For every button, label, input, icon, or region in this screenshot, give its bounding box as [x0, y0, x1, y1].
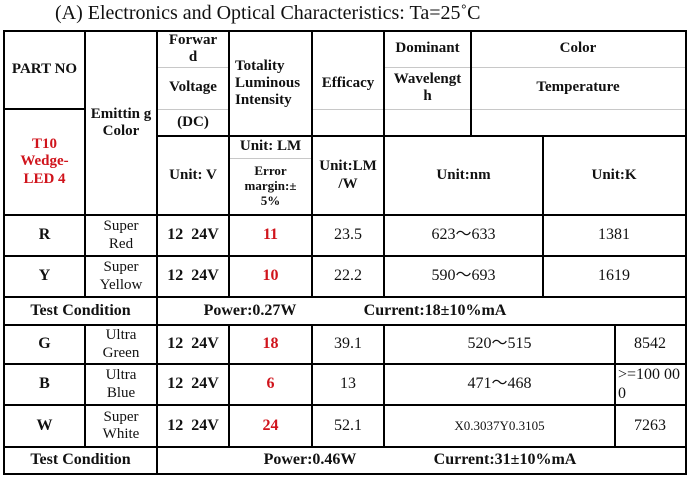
grid-line: [157, 135, 687, 137]
row-voltage: 12 24V: [167, 375, 219, 393]
dominant-header-2: Wavelengt h: [393, 70, 462, 104]
grid-line: [3, 108, 85, 110]
unit-k: Unit:K: [591, 166, 637, 183]
row-voltage: 12 24V: [167, 267, 219, 285]
row-code: B: [39, 375, 50, 393]
grid-line: [3, 255, 687, 257]
dominant-header-1: Dominant: [395, 40, 460, 57]
grid-line: [228, 325, 230, 447]
row-temperature: 1619: [598, 267, 630, 285]
test-condition-power: Power:0.27W: [203, 301, 297, 319]
luminous-header: Totality Luminous Intensity: [235, 57, 301, 109]
emitting-color-header: Emittin g Color: [90, 105, 152, 139]
grid-line: [229, 158, 312, 159]
row-wavelength: 590～693: [431, 267, 496, 285]
grid-line: [542, 136, 544, 297]
row-code: G: [38, 335, 51, 353]
unit-nm: Unit:nm: [436, 166, 491, 183]
row-voltage: 12 24V: [167, 335, 219, 353]
row-temperature: >=100 000: [618, 366, 681, 402]
forward-voltage-header-1: Forwar d: [168, 31, 218, 65]
row-efficacy: 13: [340, 375, 356, 393]
grid-line: [3, 324, 687, 326]
forward-voltage-header-2: Voltage: [169, 79, 217, 96]
row-wavelength: 623～633: [431, 226, 496, 244]
grid-line: [228, 30, 230, 297]
row-color: Super Yellow: [99, 259, 143, 293]
row-voltage: 12 24V: [167, 226, 219, 244]
grid-line: [84, 30, 86, 297]
test-condition-current: Current:31±10%mA: [433, 451, 577, 469]
grid-line: [311, 325, 313, 447]
grid-line: [157, 109, 229, 110]
grid-line: [3, 363, 687, 365]
grid-line: [84, 325, 86, 447]
row-wavelength: 471～468: [467, 375, 532, 393]
unit-lm: Unit: LM: [239, 138, 302, 155]
row-lumens: 11: [262, 226, 279, 244]
grid-line: [156, 30, 158, 475]
test-condition-power: Power:0.46W: [263, 451, 357, 469]
test-condition-label: Test Condition: [30, 451, 131, 469]
row-wavelength: 520～515: [467, 335, 532, 353]
grid-line: [470, 30, 472, 136]
grid-line: [3, 446, 687, 448]
forward-voltage-header-3: (DC): [177, 113, 209, 130]
row-color: Super Red: [103, 218, 139, 252]
row-color: Ultra Blue: [105, 367, 137, 401]
table-title: (A) Electronics and Optical Characterist…: [55, 2, 481, 24]
grid-line: [685, 30, 687, 475]
row-color: Ultra Green: [102, 327, 140, 361]
grid-line: [3, 214, 687, 216]
error-margin: Error margin:± 5%: [244, 163, 297, 208]
row-temperature: 7263: [634, 416, 666, 434]
color-header-2: Temperature: [536, 79, 620, 96]
model-name: T10 Wedge-LED 4: [20, 136, 69, 187]
grid-line: [383, 325, 385, 447]
row-efficacy: 22.2: [334, 267, 362, 285]
grid-line: [3, 30, 687, 32]
row-temperature: 1381: [598, 226, 630, 244]
grid-line: [3, 473, 687, 475]
grid-line: [383, 30, 385, 297]
row-code: R: [38, 226, 51, 244]
grid-line: [614, 325, 616, 447]
unit-v: Unit: V: [169, 166, 217, 183]
row-code: Y: [38, 267, 51, 285]
row-color: Super White: [102, 408, 140, 442]
grid-line: [157, 67, 229, 68]
row-lumens: 18: [262, 335, 279, 353]
row-efficacy: 52.1: [334, 416, 362, 434]
row-wavelength: X0.3037Y0.3105: [454, 417, 545, 433]
unit-lmw: Unit:LM /W: [319, 158, 377, 192]
color-header-1: Color: [559, 40, 597, 57]
grid-line: [3, 296, 687, 298]
row-voltage: 12 24V: [167, 416, 219, 434]
row-efficacy: 23.5: [334, 226, 362, 244]
grid-line: [3, 30, 5, 475]
grid-line: [312, 109, 685, 110]
row-temperature: 8542: [634, 335, 666, 353]
part-no-header: PART NO: [11, 61, 78, 78]
test-condition-label: Test Condition: [30, 301, 131, 319]
row-lumens: 6: [266, 375, 275, 393]
row-efficacy: 39.1: [334, 335, 362, 353]
test-condition-current: Current:18±10%mA: [363, 301, 507, 319]
row-lumens: 24: [262, 416, 279, 434]
grid-line: [311, 30, 313, 297]
row-code: W: [36, 416, 53, 434]
row-lumens: 10: [262, 267, 279, 285]
grid-line: [384, 67, 685, 68]
grid-line: [3, 404, 687, 406]
efficacy-header: Efficacy: [321, 74, 375, 91]
